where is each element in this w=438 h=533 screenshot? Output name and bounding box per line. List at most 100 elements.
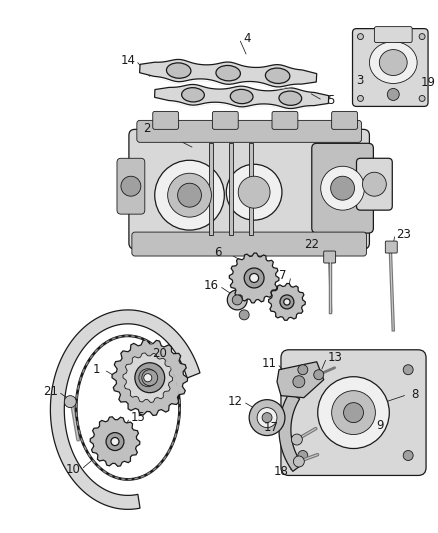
Polygon shape	[279, 393, 302, 471]
Ellipse shape	[369, 42, 417, 84]
Circle shape	[293, 456, 304, 467]
Ellipse shape	[230, 90, 253, 103]
Text: 6: 6	[215, 246, 222, 259]
Circle shape	[284, 299, 290, 305]
Polygon shape	[249, 143, 253, 235]
Polygon shape	[50, 310, 200, 510]
Circle shape	[314, 370, 324, 379]
Text: 1: 1	[92, 363, 100, 376]
Text: 10: 10	[66, 463, 81, 476]
FancyBboxPatch shape	[117, 158, 145, 214]
Text: 3: 3	[356, 74, 363, 87]
FancyBboxPatch shape	[353, 29, 428, 107]
Circle shape	[239, 310, 249, 320]
Polygon shape	[140, 60, 317, 87]
Polygon shape	[123, 353, 173, 402]
Text: 9: 9	[377, 419, 384, 432]
Circle shape	[238, 176, 270, 208]
Text: 13: 13	[327, 351, 342, 364]
Circle shape	[244, 268, 264, 288]
Circle shape	[177, 183, 201, 207]
Text: 7: 7	[279, 270, 287, 282]
Polygon shape	[90, 417, 140, 466]
FancyBboxPatch shape	[385, 241, 397, 253]
Text: 12: 12	[228, 395, 243, 408]
Text: 14: 14	[120, 54, 135, 67]
Circle shape	[232, 295, 242, 305]
FancyBboxPatch shape	[129, 130, 369, 249]
FancyBboxPatch shape	[312, 143, 373, 233]
Circle shape	[139, 369, 157, 386]
Ellipse shape	[166, 63, 191, 78]
Circle shape	[144, 374, 152, 382]
Circle shape	[298, 450, 308, 461]
Polygon shape	[229, 253, 279, 303]
Circle shape	[293, 376, 305, 387]
FancyBboxPatch shape	[374, 27, 412, 43]
Ellipse shape	[279, 91, 302, 106]
Ellipse shape	[265, 68, 290, 84]
FancyBboxPatch shape	[272, 111, 298, 130]
FancyBboxPatch shape	[357, 158, 392, 210]
FancyBboxPatch shape	[137, 120, 361, 142]
Text: 17: 17	[264, 421, 279, 434]
Circle shape	[249, 400, 285, 435]
Circle shape	[318, 377, 389, 449]
Circle shape	[363, 172, 386, 196]
FancyBboxPatch shape	[324, 251, 336, 263]
Circle shape	[419, 95, 425, 101]
FancyBboxPatch shape	[153, 111, 179, 130]
Ellipse shape	[379, 50, 407, 76]
Text: 18: 18	[273, 465, 288, 478]
Polygon shape	[209, 143, 213, 235]
Polygon shape	[155, 84, 328, 109]
Ellipse shape	[182, 87, 205, 102]
Circle shape	[321, 166, 364, 210]
Circle shape	[135, 363, 165, 393]
Polygon shape	[268, 284, 305, 320]
Circle shape	[280, 295, 294, 309]
Circle shape	[403, 450, 413, 461]
Circle shape	[143, 371, 156, 384]
Circle shape	[403, 365, 413, 375]
FancyBboxPatch shape	[281, 350, 426, 475]
Circle shape	[155, 160, 224, 230]
Circle shape	[419, 34, 425, 39]
Text: 16: 16	[204, 279, 219, 293]
Circle shape	[357, 95, 364, 101]
Circle shape	[332, 391, 375, 434]
Circle shape	[142, 370, 158, 386]
Circle shape	[168, 173, 212, 217]
Circle shape	[387, 88, 399, 100]
Text: 19: 19	[420, 76, 435, 89]
Circle shape	[121, 176, 141, 196]
Circle shape	[227, 290, 247, 310]
FancyBboxPatch shape	[332, 111, 357, 130]
Polygon shape	[277, 362, 324, 398]
Text: 21: 21	[43, 385, 58, 398]
Circle shape	[106, 433, 124, 450]
Circle shape	[331, 176, 354, 200]
Text: 23: 23	[396, 228, 411, 240]
Circle shape	[257, 408, 277, 427]
Text: 5: 5	[327, 94, 334, 107]
Circle shape	[111, 438, 119, 446]
Text: 11: 11	[261, 357, 276, 370]
Circle shape	[343, 402, 364, 423]
Circle shape	[298, 365, 308, 375]
Text: 2: 2	[143, 122, 151, 135]
Circle shape	[262, 413, 272, 423]
Circle shape	[357, 34, 364, 39]
Text: 20: 20	[152, 348, 167, 360]
Circle shape	[291, 434, 302, 445]
Polygon shape	[112, 340, 187, 415]
Circle shape	[250, 273, 258, 282]
Ellipse shape	[216, 66, 240, 81]
Circle shape	[226, 164, 282, 220]
Circle shape	[64, 395, 76, 408]
Text: 15: 15	[131, 411, 145, 424]
Text: 22: 22	[304, 238, 319, 251]
Polygon shape	[229, 143, 233, 235]
Text: 8: 8	[411, 388, 419, 401]
FancyBboxPatch shape	[132, 232, 367, 256]
